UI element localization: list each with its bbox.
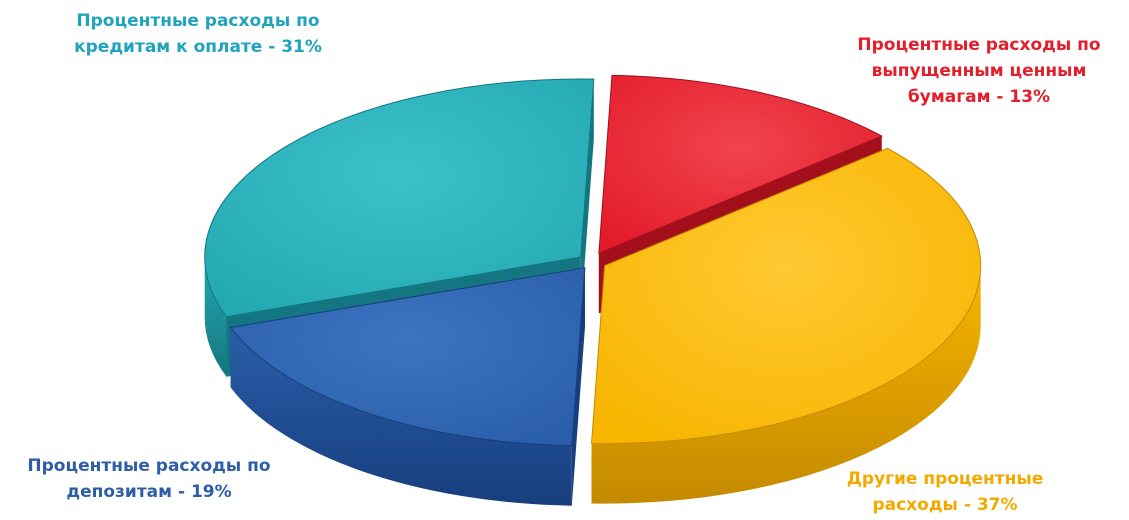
pie-slice: [590, 147, 982, 504]
pie-slice-side: [204, 257, 227, 377]
pie-slice-top: [229, 267, 586, 447]
slice-label-line: выпущенным ценным: [871, 61, 1087, 81]
pie-slice-side: [591, 265, 981, 504]
pie-slice-top: [598, 74, 883, 255]
pie-slice-top: [204, 78, 595, 318]
slice-label-loans: Процентные расходы по кредитам к оплате …: [58, 8, 338, 60]
slice-label-line: Процентные расходы по: [857, 35, 1101, 55]
slice-label-line: кредитам к оплате - 31%: [74, 37, 322, 57]
slice-label-securities: Процентные расходы по выпущенным ценным …: [848, 32, 1110, 110]
slice-label-line: Процентные расходы по: [76, 11, 320, 31]
slice-label-line: расходы - 37%: [872, 495, 1018, 515]
slice-label-line: Другие процентные: [846, 469, 1044, 489]
slice-label-line: Процентные расходы по: [27, 456, 271, 476]
slice-label-deposits: Процентные расходы по депозитам - 19%: [10, 453, 288, 505]
slice-label-other: Другие процентные расходы - 37%: [820, 466, 1070, 518]
pie-slice-wall: [580, 79, 594, 318]
slice-label-line: депозитам - 19%: [66, 482, 232, 502]
pie-slice-side: [230, 327, 572, 506]
slice-label-line: бумагам - 13%: [907, 87, 1051, 107]
pie-slice-top: [590, 147, 982, 445]
pie-slice: [229, 267, 586, 506]
